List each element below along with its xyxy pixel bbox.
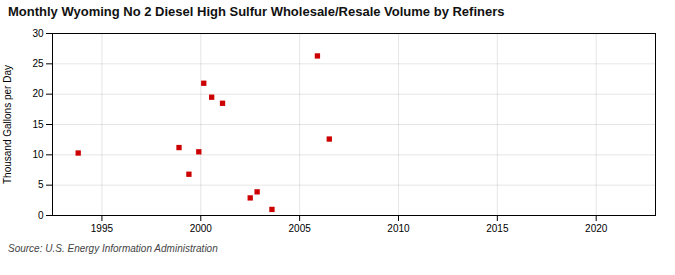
html-text:Source: U.S. Energy Informatio: Source: U.S. Energy Information Administ… (8, 243, 218, 254)
svg-text:1995: 1995 (91, 223, 114, 234)
svg-text:2000: 2000 (190, 223, 213, 234)
svg-text:2010: 2010 (387, 223, 410, 234)
svg-text:20: 20 (32, 88, 44, 99)
svg-text:2015: 2015 (486, 223, 509, 234)
svg-text:0: 0 (38, 210, 44, 221)
svg-text:25: 25 (32, 58, 44, 69)
svg-text:10: 10 (32, 149, 44, 160)
html-text:Monthly Wyoming No 2 Diesel Hi: Monthly Wyoming No 2 Diesel High Sulfur … (8, 4, 505, 19)
svg-text:30: 30 (32, 28, 44, 39)
svg-text:2005: 2005 (289, 223, 312, 234)
svg-text:15: 15 (32, 119, 44, 130)
svg-text:Thousand Gallons per Day: Thousand Gallons per Day (2, 65, 13, 184)
svg-text:5: 5 (38, 179, 44, 190)
svg-text:2020: 2020 (585, 223, 608, 234)
